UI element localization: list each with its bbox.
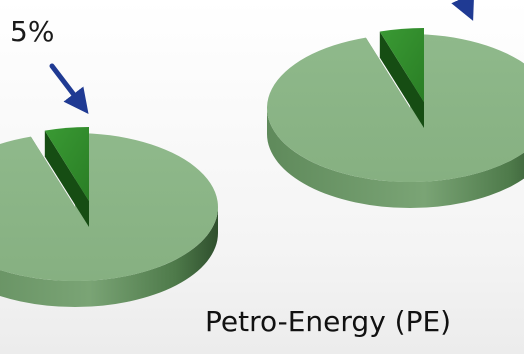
pie-slice-top [267,34,524,182]
callout-arrow [451,0,475,21]
pie-chart-left [0,63,218,307]
pie-chart-right [267,0,524,208]
pie-slice-large [0,133,218,307]
pie-slice-side [267,108,524,208]
slice-percentage-label: 5% [10,15,55,48]
pie-caption: Petro-Energy (PE) [205,305,452,338]
pie-slice-side [0,207,218,307]
pie-slice-top [44,127,89,201]
pie-slice-small [379,28,424,128]
pie-slice-top [0,133,218,281]
pie-slice-top [379,28,424,102]
pie-slice-large [267,34,524,208]
pie-slice-cut-face [379,31,424,128]
pie-slice-small [44,127,89,227]
callout-arrow [49,63,89,114]
pie-slice-cut-face [44,130,89,227]
